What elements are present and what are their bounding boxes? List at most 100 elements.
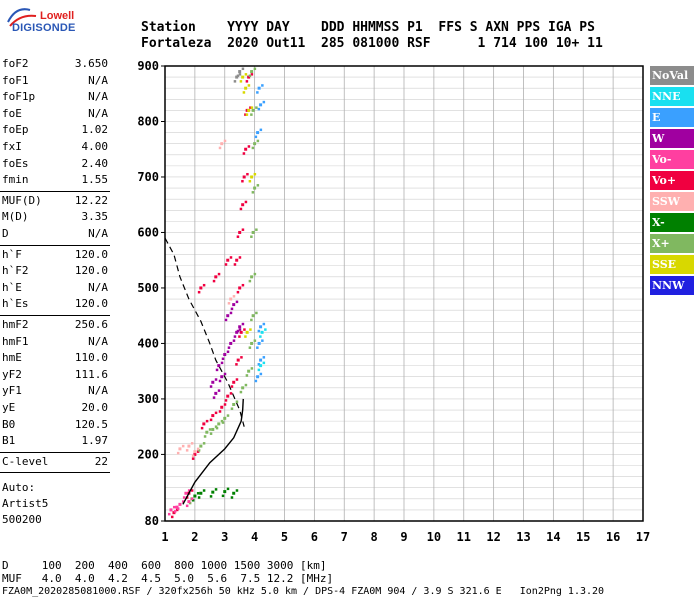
echo-point xyxy=(217,272,221,276)
param-row: B0 120.5 xyxy=(2,417,108,433)
echo-point xyxy=(261,339,264,342)
logo-line-2: DIGISONDE xyxy=(12,22,76,34)
echo-point xyxy=(172,505,176,509)
param-value: 1.02 xyxy=(81,123,109,137)
echo-point xyxy=(250,275,254,279)
echo-point xyxy=(240,356,243,359)
param-row: h`F2 120.0 xyxy=(2,263,108,279)
legend-entry: NNW xyxy=(650,276,694,295)
param-label: B1 xyxy=(2,434,16,448)
echo-point xyxy=(199,491,203,495)
param-row: B1 1.97 xyxy=(2,433,108,449)
param-value: 3.650 xyxy=(74,57,108,70)
echo-point xyxy=(241,283,245,287)
echo-point xyxy=(236,290,240,294)
echo-point xyxy=(202,442,206,445)
echo-point xyxy=(259,325,263,329)
param-row: h`E N/A xyxy=(2,280,108,296)
echo-point xyxy=(221,494,225,498)
echo-point xyxy=(250,318,253,322)
separator xyxy=(0,244,110,246)
param-label: hmF1 xyxy=(2,334,29,348)
echo-point xyxy=(226,314,230,318)
echo-point xyxy=(239,390,243,394)
echo-point xyxy=(254,379,258,383)
param-value: 4.00 xyxy=(81,140,109,153)
echo-point xyxy=(250,106,254,109)
param-value: N/A xyxy=(88,280,108,294)
echo-point xyxy=(253,172,257,176)
echo-point xyxy=(256,184,260,187)
param-label: foF2 xyxy=(2,57,29,70)
echo-point xyxy=(202,422,206,426)
echo-point xyxy=(251,314,255,318)
echo-point xyxy=(229,392,233,395)
echo-point xyxy=(236,329,240,333)
echo-point xyxy=(235,330,239,334)
echo-point xyxy=(223,372,227,376)
x-tick-label: 9 xyxy=(400,530,407,544)
echo-point xyxy=(212,279,216,283)
echo-point xyxy=(256,91,259,94)
echo-point xyxy=(175,508,179,512)
echo-point xyxy=(238,230,242,234)
echo-point xyxy=(238,70,242,74)
echo-point xyxy=(256,131,260,135)
echo-point xyxy=(197,449,201,452)
echo-point xyxy=(245,374,249,377)
param-row: hmF2 250.6 xyxy=(2,317,108,333)
echo-point xyxy=(191,499,195,502)
echo-point xyxy=(170,515,174,519)
param-label: foF1 xyxy=(2,73,29,87)
electron-density-profile xyxy=(182,398,244,505)
echo-point xyxy=(214,378,218,381)
echo-point xyxy=(251,108,255,112)
echo-point xyxy=(260,330,264,334)
x-tick-label: 14 xyxy=(546,530,560,544)
legend-entry: W xyxy=(650,129,694,148)
echo-point xyxy=(245,113,249,116)
echo-point xyxy=(175,505,179,509)
echo-point xyxy=(191,454,195,458)
echo-point xyxy=(259,364,263,368)
echo-point xyxy=(245,330,249,334)
echo-point xyxy=(236,235,240,238)
echo-point xyxy=(199,444,203,448)
echo-point xyxy=(253,186,257,190)
echo-point xyxy=(229,256,233,259)
echo-point xyxy=(247,108,251,112)
echo-point xyxy=(209,418,213,422)
echo-point xyxy=(256,139,260,143)
echo-point xyxy=(211,380,215,384)
echo-point xyxy=(226,258,230,262)
echo-point xyxy=(241,228,245,231)
echo-point xyxy=(224,399,228,402)
echo-point xyxy=(217,364,221,368)
echo-point xyxy=(241,67,245,71)
echo-point xyxy=(173,510,177,513)
param-label: h`Es xyxy=(2,297,29,311)
echo-point xyxy=(233,263,237,266)
echo-point xyxy=(190,489,194,492)
echo-point xyxy=(244,73,248,76)
echo-point xyxy=(248,74,252,78)
param-label: B0 xyxy=(2,417,16,431)
separator xyxy=(0,190,110,192)
echo-point xyxy=(262,356,266,359)
echo-point xyxy=(242,175,246,179)
echo-point xyxy=(178,503,182,506)
echo-point xyxy=(244,383,248,387)
echo-point xyxy=(185,504,189,508)
echo-point xyxy=(244,335,247,338)
y-tick-label: 900 xyxy=(137,59,159,73)
echo-point xyxy=(200,426,204,430)
auto-scaling-text: 500200 xyxy=(2,513,42,527)
echo-point xyxy=(259,372,263,376)
echo-point xyxy=(250,175,254,179)
echo-point xyxy=(218,379,222,383)
echo-point xyxy=(221,421,225,424)
echo-point xyxy=(235,378,239,381)
echo-point xyxy=(238,335,241,338)
echo-point xyxy=(214,425,218,428)
echo-point xyxy=(230,385,234,388)
